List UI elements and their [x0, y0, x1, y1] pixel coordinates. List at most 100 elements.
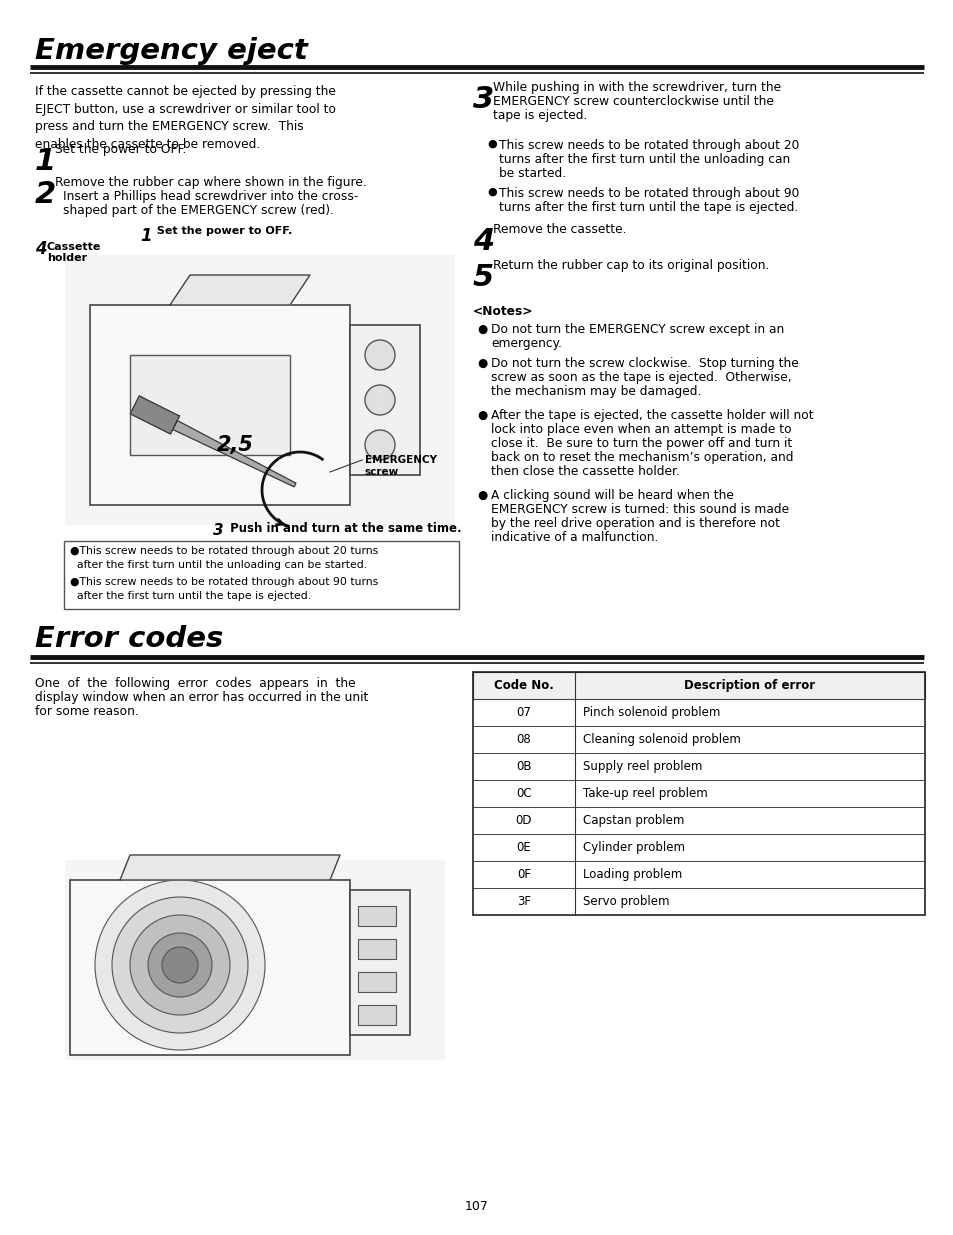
Text: Servo problem: Servo problem — [582, 895, 669, 908]
Bar — [70, 881, 350, 1055]
Text: Pinch solenoid problem: Pinch solenoid problem — [582, 706, 720, 719]
Circle shape — [148, 932, 212, 997]
Polygon shape — [170, 275, 310, 305]
Text: after the first turn until the tape is ejected.: after the first turn until the tape is e… — [70, 592, 311, 601]
Text: ●This screw needs to be rotated through about 90 turns: ●This screw needs to be rotated through … — [70, 577, 377, 587]
Text: after the first turn until the unloading can be started.: after the first turn until the unloading… — [70, 559, 367, 571]
Text: ●: ● — [476, 489, 487, 501]
Bar — [350, 325, 419, 475]
Text: 2,5: 2,5 — [216, 435, 253, 454]
Bar — [64, 541, 458, 609]
Circle shape — [365, 385, 395, 415]
Text: 4: 4 — [473, 227, 494, 256]
Text: Set the power to OFF.: Set the power to OFF. — [55, 143, 186, 156]
Bar — [357, 1005, 395, 1025]
Text: turns after the first turn until the unloading can: turns after the first turn until the unl… — [498, 153, 789, 165]
Text: Take-up reel problem: Take-up reel problem — [582, 787, 707, 800]
Text: by the reel drive operation and is therefore not: by the reel drive operation and is there… — [491, 517, 780, 530]
Text: 1: 1 — [140, 227, 152, 245]
Text: <Notes>: <Notes> — [473, 305, 533, 317]
Text: close it.  Be sure to turn the power off and turn it: close it. Be sure to turn the power off … — [491, 437, 791, 450]
Text: 4: 4 — [35, 240, 47, 258]
Text: One  of  the  following  error  codes  appears  in  the: One of the following error codes appears… — [35, 677, 355, 690]
Bar — [357, 939, 395, 960]
Text: After the tape is ejected, the cassette holder will not: After the tape is ejected, the cassette … — [491, 409, 813, 422]
Text: Set the power to OFF.: Set the power to OFF. — [152, 226, 292, 236]
Bar — [65, 254, 455, 525]
Text: 08: 08 — [517, 734, 531, 746]
Text: shaped part of the EMERGENCY screw (red).: shaped part of the EMERGENCY screw (red)… — [63, 204, 334, 217]
Text: Supply reel problem: Supply reel problem — [582, 760, 701, 773]
Text: 3F: 3F — [517, 895, 531, 908]
Text: Remove the cassette.: Remove the cassette. — [493, 224, 626, 236]
Text: 2: 2 — [35, 180, 56, 209]
Text: 107: 107 — [464, 1200, 489, 1213]
Text: While pushing in with the screwdriver, turn the: While pushing in with the screwdriver, t… — [493, 82, 781, 94]
Text: for some reason.: for some reason. — [35, 705, 138, 718]
Bar — [473, 672, 924, 699]
Text: indicative of a malfunction.: indicative of a malfunction. — [491, 531, 658, 543]
Text: ●: ● — [476, 409, 487, 422]
Polygon shape — [172, 421, 295, 487]
Text: 0E: 0E — [517, 841, 531, 853]
Text: screw as soon as the tape is ejected.  Otherwise,: screw as soon as the tape is ejected. Ot… — [491, 370, 791, 384]
Text: 0B: 0B — [516, 760, 531, 773]
Text: 3: 3 — [213, 522, 223, 538]
Text: Do not turn the EMERGENCY screw except in an: Do not turn the EMERGENCY screw except i… — [491, 324, 783, 336]
Text: EMERGENCY screw counterclockwise until the: EMERGENCY screw counterclockwise until t… — [493, 95, 773, 107]
Text: 1: 1 — [35, 147, 56, 177]
Text: Error codes: Error codes — [35, 625, 223, 653]
Text: Capstan problem: Capstan problem — [582, 814, 683, 827]
Text: Push in and turn at the same time.: Push in and turn at the same time. — [226, 522, 461, 535]
Text: 0D: 0D — [516, 814, 532, 827]
Text: Cylinder problem: Cylinder problem — [582, 841, 684, 853]
Text: tape is ejected.: tape is ejected. — [493, 109, 587, 122]
Text: Insert a Phillips head screwdriver into the cross-: Insert a Phillips head screwdriver into … — [63, 190, 358, 203]
Text: Return the rubber cap to its original position.: Return the rubber cap to its original po… — [493, 259, 768, 272]
Text: emergency.: emergency. — [491, 337, 561, 350]
Bar — [130, 354, 290, 454]
Text: 0C: 0C — [516, 787, 531, 800]
Text: If the cassette cannot be ejected by pressing the
EJECT button, use a screwdrive: If the cassette cannot be ejected by pre… — [35, 85, 335, 151]
Text: A clicking sound will be heard when the: A clicking sound will be heard when the — [491, 489, 733, 501]
Text: This screw needs to be rotated through about 90: This screw needs to be rotated through a… — [498, 186, 799, 200]
Bar — [65, 860, 444, 1060]
Text: display window when an error has occurred in the unit: display window when an error has occurre… — [35, 692, 368, 704]
Text: holder: holder — [47, 253, 87, 263]
Text: ●: ● — [476, 324, 487, 336]
Text: ●: ● — [476, 357, 487, 370]
Bar — [350, 890, 410, 1035]
Circle shape — [130, 915, 230, 1015]
Text: Loading problem: Loading problem — [582, 868, 681, 881]
Bar — [357, 906, 395, 926]
Polygon shape — [120, 855, 339, 881]
Circle shape — [95, 881, 265, 1050]
Text: screw: screw — [365, 467, 399, 477]
Text: lock into place even when an attempt is made to: lock into place even when an attempt is … — [491, 424, 791, 436]
Text: Do not turn the screw clockwise.  Stop turning the: Do not turn the screw clockwise. Stop tu… — [491, 357, 798, 370]
Text: then close the cassette holder.: then close the cassette holder. — [491, 466, 679, 478]
Text: 07: 07 — [516, 706, 531, 719]
Text: EMERGENCY: EMERGENCY — [365, 454, 436, 466]
Text: Cleaning solenoid problem: Cleaning solenoid problem — [582, 734, 740, 746]
Text: 3: 3 — [473, 85, 494, 114]
Circle shape — [162, 947, 198, 983]
Circle shape — [365, 340, 395, 370]
Text: Emergency eject: Emergency eject — [35, 37, 308, 65]
Text: This screw needs to be rotated through about 20: This screw needs to be rotated through a… — [498, 140, 799, 152]
Text: turns after the first turn until the tape is ejected.: turns after the first turn until the tap… — [498, 201, 798, 214]
Text: the mechanism may be damaged.: the mechanism may be damaged. — [491, 385, 700, 398]
Text: Cassette: Cassette — [47, 242, 101, 252]
Bar — [357, 972, 395, 992]
Text: back on to reset the mechanism’s operation, and: back on to reset the mechanism’s operati… — [491, 451, 793, 464]
Text: Code No.: Code No. — [494, 679, 554, 692]
Text: ●This screw needs to be rotated through about 20 turns: ●This screw needs to be rotated through … — [70, 546, 377, 556]
Circle shape — [112, 897, 248, 1032]
Bar — [90, 305, 350, 505]
Text: EMERGENCY screw is turned: this sound is made: EMERGENCY screw is turned: this sound is… — [491, 503, 788, 516]
Text: be started.: be started. — [498, 167, 565, 180]
Text: Description of error: Description of error — [683, 679, 815, 692]
Text: Remove the rubber cap where shown in the figure.: Remove the rubber cap where shown in the… — [55, 177, 366, 189]
Text: ●: ● — [486, 140, 497, 149]
Text: ●: ● — [486, 186, 497, 198]
